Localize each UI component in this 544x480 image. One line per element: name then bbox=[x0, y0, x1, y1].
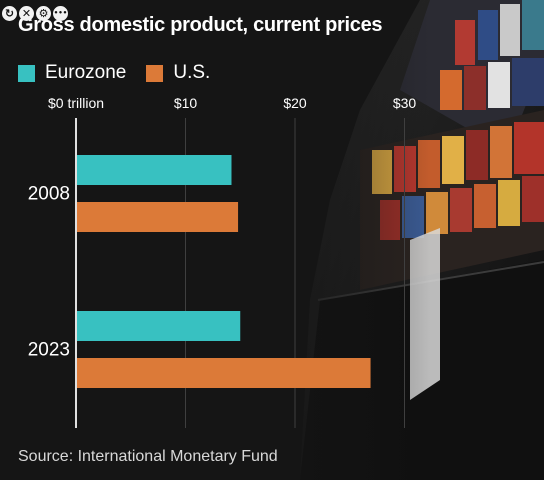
toolbar: ↻ ✕ ⚙ ••• bbox=[2, 6, 68, 21]
legend-swatch-us bbox=[146, 64, 164, 82]
close-icon[interactable]: ✕ bbox=[19, 6, 34, 21]
more-icon[interactable]: ••• bbox=[53, 6, 68, 21]
legend-label-eurozone: Eurozone bbox=[45, 62, 127, 83]
legend-item-us: U.S. bbox=[146, 62, 210, 84]
legend-item-eurozone: Eurozone bbox=[18, 62, 126, 84]
source-note: Source: International Monetary Fund bbox=[18, 448, 278, 465]
legend: Eurozone U.S. bbox=[18, 62, 230, 84]
bar bbox=[76, 358, 371, 388]
x-tick-label: $30 bbox=[393, 95, 417, 111]
x-tick-label: $0 trillion bbox=[48, 95, 104, 111]
legend-label-us: U.S. bbox=[173, 62, 211, 83]
bar bbox=[76, 155, 232, 185]
x-tick-label: $20 bbox=[283, 95, 307, 111]
bar bbox=[76, 311, 241, 341]
chart-title: Gross domestic product, current prices bbox=[18, 14, 383, 36]
refresh-icon[interactable]: ↻ bbox=[2, 6, 17, 21]
bar bbox=[76, 202, 239, 232]
category-label: 2008 bbox=[28, 184, 70, 205]
legend-swatch-eurozone bbox=[18, 64, 35, 82]
x-tick-label: $10 bbox=[174, 95, 198, 111]
settings-icon[interactable]: ⚙ bbox=[36, 6, 51, 21]
category-label: 2023 bbox=[28, 340, 70, 361]
